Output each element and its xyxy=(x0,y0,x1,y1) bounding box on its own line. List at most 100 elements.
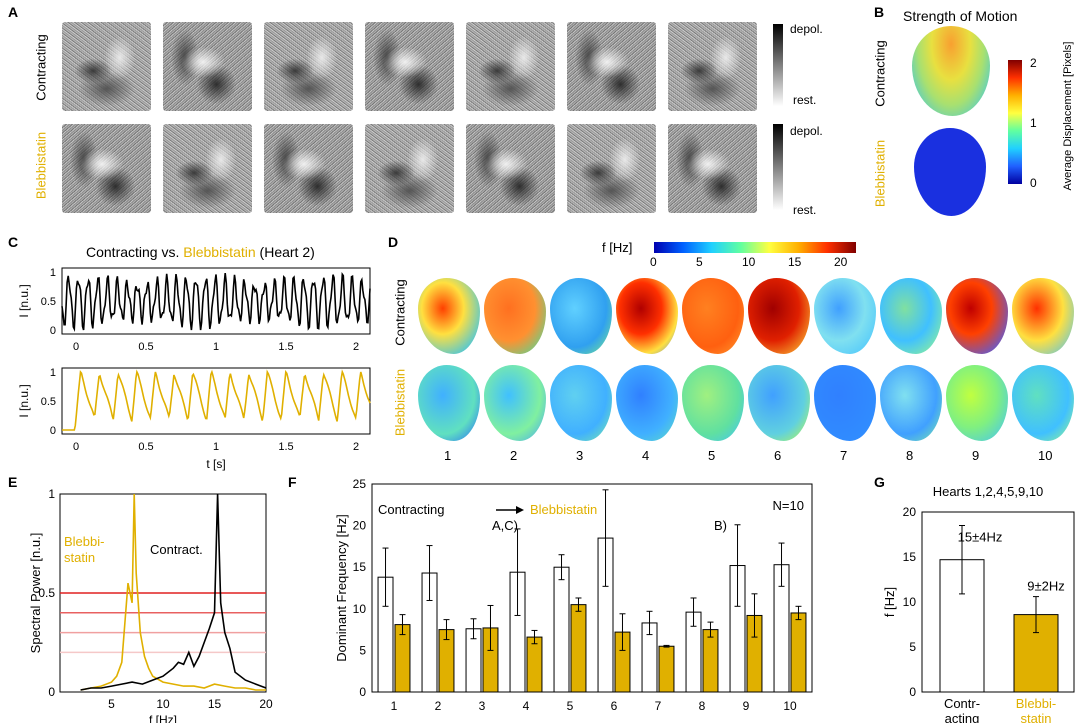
freq-x-tick: 5 xyxy=(567,699,574,713)
spectral-x-label: f [Hz] xyxy=(149,713,177,723)
spectral-y-tick: 0 xyxy=(48,685,55,699)
spectral-x-tick: 5 xyxy=(108,697,115,711)
panel-b-row2-label: Blebbistatin xyxy=(872,139,888,208)
fluorescence-frame xyxy=(163,124,252,213)
spectral-x-tick: 20 xyxy=(259,697,273,711)
summary-cat1-l2: acting xyxy=(945,711,980,723)
heart-number-label: 2 xyxy=(510,448,518,463)
summary-value-label: 15±4Hz xyxy=(958,530,1003,545)
summary-value-label: 9±2Hz xyxy=(1027,579,1064,594)
heart-number-label: 9 xyxy=(972,448,980,463)
bar-bottom-rest: rest. xyxy=(793,203,817,217)
legend-bleb-2: statin xyxy=(64,550,95,565)
spectral-y-label: Spectral Power [n.u.] xyxy=(28,533,43,654)
fluorescence-frame xyxy=(62,22,151,111)
heart-map-blebbistatin xyxy=(418,365,480,441)
freq-y-tick: 0 xyxy=(359,685,366,699)
panel-d-cbar-tick: 5 xyxy=(696,255,703,269)
heart-map-contracting xyxy=(616,278,678,354)
heart-number-label: 10 xyxy=(1038,448,1053,463)
summary-title: Hearts 1,2,4,5,9,10 xyxy=(933,484,1044,499)
heart-map-blebbistatin xyxy=(880,365,942,441)
cbar-tick-0: 0 xyxy=(1030,176,1037,190)
trace-x-tick: 1 xyxy=(213,441,219,453)
fluorescence-frame xyxy=(668,22,757,111)
freq-x-tick: 3 xyxy=(479,699,486,713)
trace-contracting xyxy=(61,271,371,332)
bar-bottom-depol: depol. xyxy=(790,124,823,138)
freq-y-tick: 20 xyxy=(353,519,367,533)
trace-y-label: I [n.u.] xyxy=(17,284,31,317)
trace-x-tick: 0 xyxy=(73,341,79,353)
panel-c-title-part2: Blebbistatin xyxy=(183,244,256,260)
panel-c-title: Contracting vs. Blebbistatin (Heart 2) xyxy=(86,244,315,260)
heart-number-label: 1 xyxy=(444,448,452,463)
heart-motion-blebbistatin xyxy=(914,128,986,216)
panel-label-d: D xyxy=(388,234,399,250)
panel-a-row2-label: Blebbistatin xyxy=(33,131,49,200)
heart-map-contracting xyxy=(550,278,612,354)
freq-y-tick: 5 xyxy=(359,643,366,657)
heart-map-contracting xyxy=(418,278,480,354)
freq-x-tick: 6 xyxy=(611,699,618,713)
trace-x-tick: 2 xyxy=(353,441,359,453)
fluorescence-frame xyxy=(466,22,555,111)
summary-cat1-l1: Contr- xyxy=(944,696,980,711)
panel-d-colorbar xyxy=(654,242,856,253)
panel-d-row1-label: Contracting xyxy=(392,279,408,346)
hearts-summary-chart: Hearts 1,2,4,5,9,10 15±4Hz 9±2Hz 0 5 10 15 20 f … xyxy=(882,484,1075,723)
trace-y-tick: 0 xyxy=(50,425,56,437)
freq-y-label: Dominant Frequency [Hz] xyxy=(334,514,349,661)
bar-top-rest: rest. xyxy=(793,93,817,107)
freq-x-tick: 9 xyxy=(743,699,750,713)
bar-top-depol: depol. xyxy=(790,22,823,36)
trace-y-label: I [n.u.] xyxy=(17,384,31,417)
spectrum-blebbistatin xyxy=(80,493,266,691)
bar-blebbistatin xyxy=(526,636,543,693)
bar-blebbistatin xyxy=(790,612,807,693)
heart-map-blebbistatin xyxy=(682,365,744,441)
heart-number-label: 3 xyxy=(576,448,584,463)
grayscale-bar-top xyxy=(773,24,783,106)
spectral-y-tick: 1 xyxy=(48,487,55,501)
heart-number-label: 4 xyxy=(642,448,650,463)
summary-y-tick: 0 xyxy=(909,685,916,699)
heart-number-label: 7 xyxy=(840,448,848,463)
summary-cat2-l2: statin xyxy=(1020,711,1051,723)
bar-contracting xyxy=(553,566,570,693)
freq-axes-box xyxy=(371,483,813,693)
panel-c-title-part3: (Heart 2) xyxy=(255,244,315,260)
summary-y-tick: 20 xyxy=(903,505,917,519)
annotation-ac: A,C) xyxy=(492,518,518,533)
trace-y-tick: 1 xyxy=(50,267,56,279)
heart-map-blebbistatin xyxy=(616,365,678,441)
dominant-frequency-chart: 1 2 3 4 5 6 7 8 9 10 0 5 10 15 20 25 Dominant Frequency … xyxy=(334,477,813,713)
fluorescence-frame xyxy=(466,124,555,213)
heart-number-label: 5 xyxy=(708,448,716,463)
heart-map-blebbistatin xyxy=(748,365,810,441)
heart-map-contracting xyxy=(1012,278,1074,354)
freq-x-tick: 4 xyxy=(523,699,530,713)
freq-y-tick: 15 xyxy=(353,560,367,574)
heart-map-blebbistatin xyxy=(1012,365,1074,441)
heart-map-contracting xyxy=(880,278,942,354)
trace-y-tick: 1 xyxy=(50,367,56,379)
fluorescence-frame xyxy=(264,22,353,111)
bar-blebbistatin xyxy=(702,629,719,693)
trace-x-tick: 0.5 xyxy=(138,441,153,453)
freq-y-tick: 25 xyxy=(353,477,367,491)
panel-d-cbar-tick: 0 xyxy=(650,255,657,269)
trace-x-label: t [s] xyxy=(206,457,225,471)
panel-d-cbar-label: f [Hz] xyxy=(602,240,633,255)
legend-bleb-1: Blebbi- xyxy=(64,534,104,549)
heart-number-label: 8 xyxy=(906,448,914,463)
bar-blebbistatin xyxy=(570,604,587,693)
panel-b-title: Strength of Motion xyxy=(903,8,1018,24)
panel-d-cbar-tick: 15 xyxy=(788,255,802,269)
panel-d-cbar-tick: 10 xyxy=(742,255,756,269)
spectrum-contracting xyxy=(80,493,267,691)
freq-x-tick: 8 xyxy=(699,699,706,713)
panel-label-f: F xyxy=(288,474,297,490)
trace-x-tick: 1 xyxy=(213,341,219,353)
panel-label-c: C xyxy=(8,234,19,250)
